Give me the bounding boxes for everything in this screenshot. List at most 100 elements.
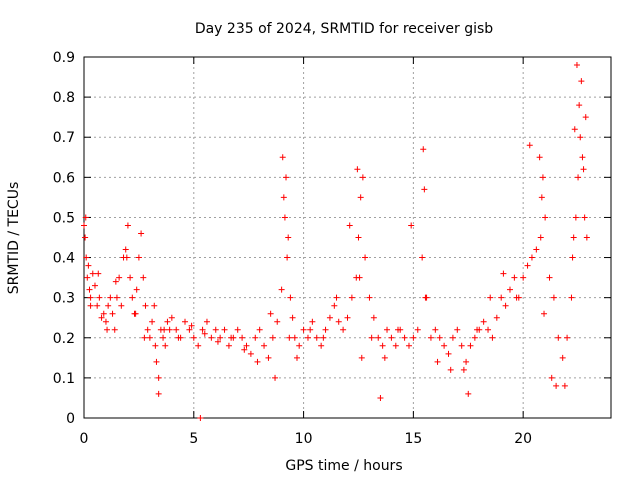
x-tick-label: 10: [295, 431, 313, 447]
data-point: [84, 274, 91, 281]
y-tick-label: 0.9: [53, 50, 75, 66]
y-tick-label: 0.4: [53, 251, 75, 267]
data-point: [392, 342, 399, 349]
data-point: [241, 346, 248, 353]
data-point: [526, 142, 533, 149]
data-point: [190, 334, 197, 341]
data-point: [511, 274, 518, 281]
grid-lines: [84, 57, 611, 418]
data-point: [307, 326, 314, 333]
data-point: [287, 294, 294, 301]
data-point: [388, 334, 395, 341]
data-point: [578, 78, 585, 85]
data-point: [401, 334, 408, 341]
data-point: [550, 294, 557, 301]
chart-title: Day 235 of 2024, SRMTID for receiver gis…: [195, 21, 493, 37]
data-point: [320, 334, 327, 341]
y-tick-label: 0.8: [53, 90, 75, 106]
data-point: [570, 234, 577, 241]
data-point: [331, 302, 338, 309]
data-point: [576, 102, 583, 109]
data-point: [274, 318, 281, 325]
data-point: [375, 334, 382, 341]
data-point: [95, 270, 102, 277]
data-point: [326, 314, 333, 321]
data-point: [362, 254, 369, 261]
data-point: [322, 326, 329, 333]
data-point: [96, 294, 103, 301]
data-point: [568, 294, 575, 301]
data-point: [160, 334, 167, 341]
data-point: [153, 358, 160, 365]
data-point: [199, 326, 206, 333]
data-point: [569, 254, 576, 261]
data-point: [173, 326, 180, 333]
data-point: [83, 254, 90, 261]
data-point: [116, 274, 123, 281]
data-point: [203, 318, 210, 325]
data-point: [285, 234, 292, 241]
data-point: [384, 326, 391, 333]
data-point: [133, 286, 140, 293]
data-point: [304, 334, 311, 341]
data-point: [524, 262, 531, 269]
data-point: [151, 302, 158, 309]
data-point: [81, 222, 87, 229]
data-point: [368, 334, 375, 341]
data-point: [132, 310, 139, 317]
data-point: [405, 342, 412, 349]
y-axis-label: SRMTID / TECUs: [6, 182, 22, 295]
data-point: [536, 154, 543, 161]
data-point: [502, 302, 509, 309]
data-point: [480, 318, 487, 325]
data-point: [506, 286, 513, 293]
data-point: [175, 334, 182, 341]
y-tick-label: 0: [66, 411, 75, 427]
data-point: [487, 294, 494, 301]
data-point: [485, 326, 492, 333]
data-point: [111, 326, 118, 333]
data-point: [155, 374, 162, 381]
data-point: [127, 274, 134, 281]
data-point: [559, 354, 566, 361]
data-point: [109, 310, 116, 317]
data-point: [318, 342, 325, 349]
data-point: [135, 254, 142, 261]
data-point: [221, 326, 228, 333]
y-tick-label: 0.5: [53, 210, 75, 226]
x-axis-label: GPS time / hours: [285, 458, 402, 474]
data-point: [166, 326, 173, 333]
data-point: [432, 326, 439, 333]
data-point: [500, 270, 507, 277]
data-point: [112, 278, 119, 285]
data-point: [155, 390, 162, 397]
data-point: [414, 326, 421, 333]
data-point: [434, 358, 441, 365]
data-point: [286, 334, 293, 341]
data-point: [267, 310, 274, 317]
data-point: [186, 326, 193, 333]
data-point: [280, 194, 287, 201]
data-point: [395, 326, 402, 333]
y-axis-tick-labels: 0 0.1 0.2 0.3 0.4 0.5 0.6 0.7 0.8 0.9: [53, 50, 75, 427]
data-point: [498, 294, 505, 301]
data-point: [144, 326, 151, 333]
data-point: [381, 354, 388, 361]
data-point: [162, 342, 169, 349]
data-points: [81, 62, 590, 421]
y-tick-label: 0.7: [53, 130, 75, 146]
data-point: [355, 234, 362, 241]
data-point: [572, 214, 579, 221]
x-tick-label: 0: [80, 431, 89, 447]
data-point: [234, 326, 241, 333]
x-tick-label: 15: [404, 431, 422, 447]
data-point: [94, 302, 101, 309]
data-point: [164, 318, 171, 325]
data-point: [82, 214, 89, 221]
data-point: [465, 390, 472, 397]
data-point: [228, 334, 235, 341]
data-point: [293, 354, 300, 361]
data-point: [214, 338, 221, 345]
